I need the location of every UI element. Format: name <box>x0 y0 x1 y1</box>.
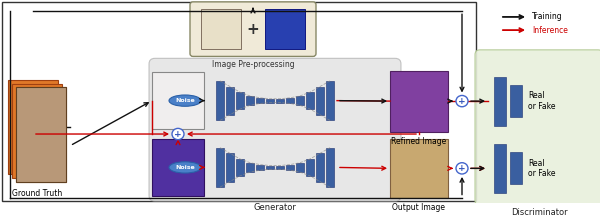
Bar <box>326 148 334 187</box>
Text: Output Image: Output Image <box>392 203 445 212</box>
Bar <box>152 139 204 196</box>
Bar <box>246 163 254 172</box>
Text: +: + <box>174 130 182 138</box>
Bar <box>390 139 448 197</box>
Bar <box>286 98 294 103</box>
Ellipse shape <box>169 95 201 106</box>
Bar <box>256 165 264 170</box>
Bar <box>216 81 224 120</box>
Text: Discriminator: Discriminator <box>511 208 568 216</box>
Bar <box>265 10 305 49</box>
Ellipse shape <box>169 162 201 173</box>
Bar <box>256 98 264 103</box>
Text: Noise: Noise <box>175 165 195 170</box>
Text: Training: Training <box>532 13 563 21</box>
Bar <box>316 87 324 115</box>
Bar <box>286 165 294 170</box>
FancyBboxPatch shape <box>475 50 600 205</box>
Bar <box>266 165 274 169</box>
Text: Real
or Fake: Real or Fake <box>528 91 556 111</box>
Bar <box>266 99 274 103</box>
Bar <box>226 153 234 181</box>
Bar <box>296 163 304 172</box>
Bar <box>494 144 506 193</box>
Bar <box>8 80 58 174</box>
Bar <box>246 96 254 105</box>
Bar <box>306 92 314 109</box>
Bar <box>216 148 224 187</box>
Bar <box>326 81 334 120</box>
Bar <box>152 72 204 129</box>
Bar <box>236 159 244 176</box>
Bar <box>510 152 522 184</box>
Bar <box>494 77 506 125</box>
Bar <box>2 2 476 201</box>
Circle shape <box>456 95 468 107</box>
Text: Noise: Noise <box>175 98 195 103</box>
Circle shape <box>172 128 184 140</box>
Text: +: + <box>458 97 466 106</box>
Text: Ground Truth: Ground Truth <box>12 189 62 198</box>
Text: Generator: Generator <box>254 203 296 212</box>
Bar <box>201 10 241 49</box>
Bar <box>510 85 522 117</box>
Bar <box>12 84 62 178</box>
FancyBboxPatch shape <box>149 58 401 201</box>
Text: Real
or Fake: Real or Fake <box>528 159 556 178</box>
Bar <box>16 87 66 181</box>
Text: +: + <box>458 164 466 173</box>
Bar <box>276 165 284 169</box>
Text: +: + <box>247 22 259 37</box>
Text: Inference: Inference <box>532 26 568 35</box>
Bar <box>390 71 448 132</box>
Bar <box>226 87 234 115</box>
Bar <box>316 153 324 181</box>
Text: Refined Image: Refined Image <box>391 137 446 146</box>
Bar <box>16 87 66 181</box>
Bar <box>276 99 284 103</box>
Bar <box>306 159 314 176</box>
Circle shape <box>456 163 468 174</box>
Bar <box>296 96 304 105</box>
FancyBboxPatch shape <box>190 2 316 56</box>
Text: Image Pre-processing: Image Pre-processing <box>212 60 295 69</box>
Bar <box>236 92 244 109</box>
